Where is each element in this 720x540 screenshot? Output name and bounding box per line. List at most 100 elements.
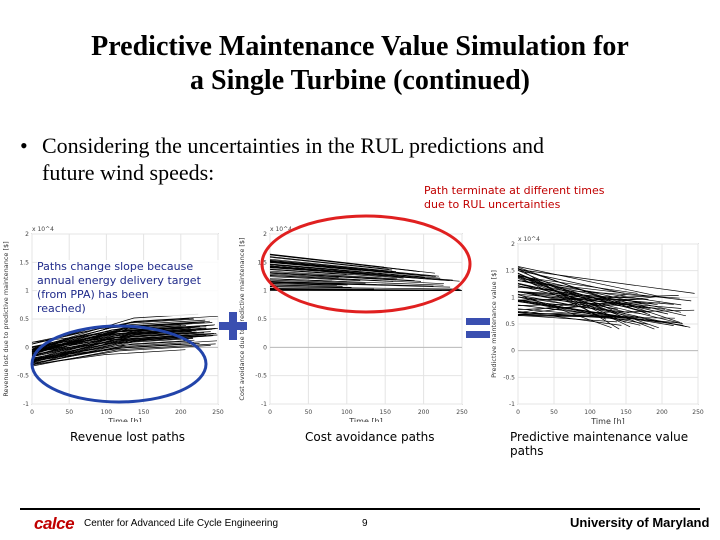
- equals-operator-icon: [466, 318, 490, 338]
- series-path: [269, 266, 366, 275]
- series-path: [31, 338, 194, 359]
- y-tick-label: 1.5: [505, 268, 515, 275]
- path-bundle: [269, 253, 462, 292]
- series-path: [269, 281, 358, 285]
- series-path: [31, 335, 207, 365]
- y-tick-label: 0: [263, 344, 267, 351]
- footer-university: University of Maryland: [570, 515, 710, 530]
- series-path: [269, 258, 397, 272]
- series-path: [517, 294, 687, 327]
- series-path: [269, 272, 422, 282]
- series-path: [31, 333, 217, 364]
- y-axis-label: Revenue lost due to predictive maintenan…: [2, 241, 10, 396]
- footer-center-text: Center for Advanced Life Cycle Engineeri…: [84, 518, 279, 529]
- series-path: [31, 318, 195, 348]
- series-path: [517, 270, 625, 294]
- x-tick-label: 0: [516, 409, 520, 416]
- series-path: [269, 273, 339, 279]
- series-path: [517, 285, 629, 314]
- series-path: [517, 299, 661, 323]
- y-tick-label: 0.5: [505, 321, 515, 328]
- x-tick-label: 150: [379, 409, 391, 416]
- y-tick-label: -1: [23, 401, 29, 408]
- y-axis-label: Cost avoidance due to predictive mainten…: [238, 237, 246, 400]
- series-path: [269, 263, 339, 271]
- series-path: [517, 314, 618, 323]
- series-path: [269, 267, 460, 282]
- annotation-slope-change: Paths change slope because annual energy…: [37, 260, 237, 316]
- x-tick-label: 50: [305, 409, 313, 416]
- calce-logo: calce: [34, 514, 75, 533]
- bullet-text: • Considering the uncertainties in the R…: [20, 132, 662, 186]
- series-path: [269, 281, 434, 287]
- series-path: [31, 327, 191, 352]
- blue-highlight-ellipse: [30, 324, 208, 404]
- axis-exponent-label: x 10^4: [270, 226, 292, 233]
- series-path: [269, 270, 398, 280]
- y-tick-label: 0.5: [19, 316, 29, 323]
- y-tick-label: 2: [263, 231, 267, 238]
- series-path: [517, 302, 661, 311]
- red-highlight-ellipse: [260, 214, 472, 314]
- series-path: [269, 256, 389, 270]
- series-path: [269, 283, 337, 286]
- annotation-blue-line-1: Paths change slope because: [37, 260, 194, 273]
- series-path: [269, 268, 404, 279]
- y-tick-label: 1: [25, 288, 29, 295]
- x-tick-label: 100: [341, 409, 353, 416]
- series-path: [269, 282, 348, 286]
- series-path: [31, 328, 216, 353]
- series-path: [31, 326, 185, 353]
- path-bundle: [517, 266, 695, 330]
- annotation-blue-line-2: annual energy delivery target: [37, 274, 201, 287]
- series-path: [269, 276, 361, 281]
- slide-title: Predictive Maintenance Value Simulation …: [20, 30, 700, 98]
- series-path: [269, 279, 366, 284]
- series-path: [269, 256, 393, 271]
- caption-revenue-lost: Revenue lost paths: [70, 430, 186, 444]
- annotation-blue-line-4: reached): [37, 302, 86, 315]
- y-tick-label: 0.5: [257, 316, 267, 323]
- x-axis-label: Time [h]: [348, 417, 382, 422]
- plus-operator-icon: [219, 312, 247, 340]
- x-tick-label: 200: [175, 409, 187, 416]
- series-path: [517, 312, 618, 318]
- series-path: [269, 269, 347, 276]
- page-number: 9: [362, 518, 368, 529]
- series-path: [269, 285, 352, 288]
- y-tick-label: 0: [511, 348, 515, 355]
- x-axis-label: Time [h]: [107, 417, 141, 422]
- caption-pm-value: Predictive maintenance value paths: [510, 430, 689, 458]
- x-tick-label: 100: [584, 409, 596, 416]
- series-path: [517, 268, 680, 323]
- footer-divider: [20, 508, 700, 510]
- y-tick-label: -1: [509, 401, 515, 408]
- y-tick-label: 0: [25, 344, 29, 351]
- x-tick-label: 250: [212, 409, 224, 416]
- bullet-line-1: Considering the uncertainties in the RUL…: [42, 133, 545, 158]
- x-tick-label: 200: [418, 409, 430, 416]
- series-path: [269, 286, 460, 290]
- series-path: [269, 264, 426, 278]
- y-tick-label: -0.5: [17, 373, 29, 380]
- bullet-dot: •: [20, 133, 28, 158]
- series-path: [31, 343, 216, 367]
- series-path: [269, 282, 451, 288]
- x-tick-label: 250: [692, 409, 704, 416]
- title-line-1: Predictive Maintenance Value Simulation …: [91, 31, 629, 62]
- series-path: [269, 275, 444, 285]
- y-tick-label: 1: [263, 288, 267, 295]
- series-path: [31, 332, 205, 356]
- series-path: [517, 275, 655, 330]
- series-path: [31, 325, 186, 350]
- series-path: [31, 326, 182, 357]
- annotation-path-terminate: Path terminate at different times due to…: [424, 184, 664, 212]
- x-tick-label: 250: [456, 409, 468, 416]
- y-tick-label: -0.5: [503, 374, 515, 381]
- x-tick-label: 100: [101, 409, 113, 416]
- series-path: [517, 314, 635, 319]
- x-tick-label: 200: [656, 409, 668, 416]
- pm-value-chart: 0 50 100 150 200 250 -1 -0.5 0 0.5 1 1.5 2x 10^4 Time…: [490, 236, 704, 424]
- series-path: [517, 286, 680, 299]
- y-axis-label: Predictive maintenance value [$]: [490, 270, 498, 378]
